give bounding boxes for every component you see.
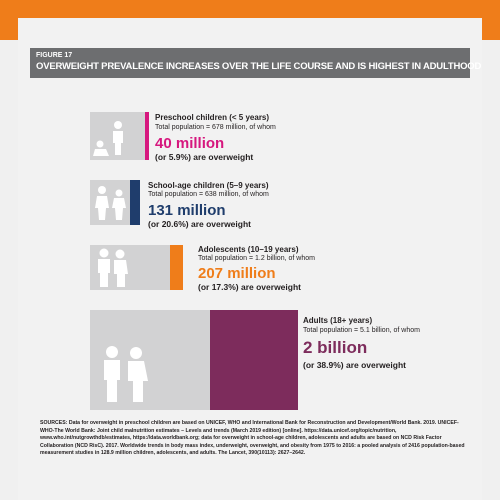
child-icon xyxy=(93,121,123,156)
group-count: 2 billion xyxy=(303,338,368,357)
group-heading: Preschool children (< 5 years) xyxy=(155,113,270,122)
group-population: Total population = 5.1 billion, of whom xyxy=(303,327,420,334)
group-share: (or 38.9%) are overweight xyxy=(303,360,406,370)
title-bar: FIGURE 17 OVERWEIGHT PREVALENCE INCREASE… xyxy=(30,48,481,78)
group-heading: Adolescents (10–19 years) xyxy=(198,245,299,254)
group-heading: Adults (18+ years) xyxy=(303,316,373,325)
group-population: Total population = 638 million, of whom xyxy=(148,191,269,198)
overweight-bar xyxy=(130,180,140,225)
overweight-bar xyxy=(210,310,298,410)
group-share: (or 5.9%) are overweight xyxy=(155,152,254,162)
group-population: Total population = 1.2 billion, of whom xyxy=(198,255,315,262)
group-count: 40 million xyxy=(155,135,225,152)
adult-icon xyxy=(104,346,148,402)
overweight-bar xyxy=(145,112,149,160)
group-share: (or 20.6%) are overweight xyxy=(148,219,251,229)
figure-title: OVERWEIGHT PREVALENCE INCREASES OVER THE… xyxy=(36,61,482,72)
group-heading: School-age children (5–9 years) xyxy=(148,181,269,190)
group-share: (or 17.3%) are overweight xyxy=(198,282,301,292)
sources: SOURCES: Data for overweight in preschoo… xyxy=(40,420,465,457)
teen-icon xyxy=(98,248,128,287)
group-count: 207 million xyxy=(198,265,276,282)
figure-label: FIGURE 17 xyxy=(36,52,73,59)
group-population: Total population = 678 million, of whom xyxy=(155,124,276,131)
group-count: 131 million xyxy=(148,202,226,219)
overweight-bar xyxy=(170,245,183,290)
child-icon xyxy=(95,186,126,220)
